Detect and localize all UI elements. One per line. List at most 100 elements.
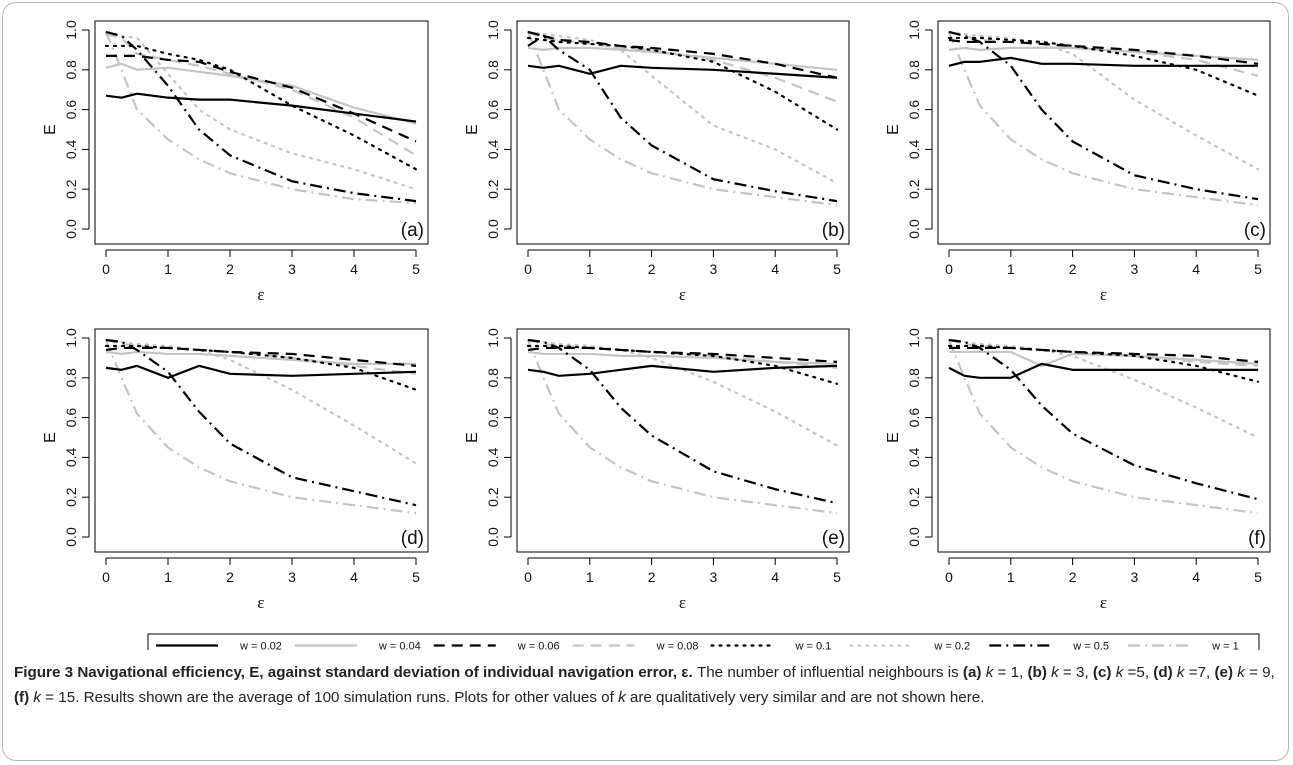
x-tick-label: 3 (710, 569, 718, 585)
y-axis-label: E (42, 432, 59, 443)
caption-intro: The number of influential neighbours is (696, 664, 959, 681)
caption-k-value: = 3, (1058, 664, 1093, 681)
series-line (948, 338, 1259, 501)
x-tick-label: 0 (945, 569, 953, 585)
chart-panel: 0 1 2 3 4 5 ε 0.0 0.2 0.4 0.6 0.8 1.0 E (a) (42, 20, 429, 304)
y-tick-label: 1.0 (906, 328, 922, 348)
legend-label: w = 0.04 (378, 641, 421, 651)
series-line (527, 346, 838, 363)
x-tick-label: 4 (1192, 261, 1200, 277)
series-line (527, 364, 838, 377)
caption-panel-letter: (b) (1027, 664, 1052, 681)
series-line (948, 56, 1258, 67)
caption-panel-letter: (a) (962, 664, 986, 681)
y-tick-label: 0.8 (63, 368, 79, 388)
y-axis-label: E (464, 124, 481, 135)
series-line (947, 31, 1259, 207)
x-tick-label: 2 (648, 261, 656, 277)
series-line (105, 62, 417, 125)
series-line (104, 44, 418, 171)
series-line (104, 31, 417, 205)
x-tick-label: 5 (1254, 261, 1262, 277)
x-tick-label: 5 (412, 261, 420, 277)
y-tick-label: 0.4 (63, 447, 79, 467)
panel-label: (b) (822, 220, 845, 241)
legend-label: w = 0.06 (517, 641, 560, 651)
y-tick-label: 0.4 (906, 447, 922, 467)
x-tick-label: 4 (1192, 569, 1200, 585)
series-line (948, 30, 1259, 201)
x-tick-label: 5 (412, 569, 420, 585)
caption-rest-k: k (618, 689, 626, 706)
x-tick-label: 3 (288, 261, 296, 277)
figure-title: Navigational efficiency, E, against stan… (77, 664, 692, 681)
x-tick-label: 2 (1069, 569, 1077, 585)
y-tick-label: 0.2 (485, 487, 501, 507)
panel-label: (c) (1244, 220, 1266, 241)
y-tick-label: 0.8 (485, 60, 501, 80)
series-line (527, 46, 838, 71)
series-line (526, 30, 839, 185)
series-line (947, 339, 1259, 515)
series-line (104, 32, 418, 191)
caption-rest: Results shown are the average of 100 sim… (83, 689, 614, 706)
x-tick-label: 2 (648, 569, 656, 585)
x-tick-label: 1 (164, 261, 172, 277)
y-tick-label: 0.6 (63, 408, 79, 428)
series-line (948, 38, 1259, 65)
y-tick-label: 0.2 (63, 179, 79, 199)
x-tick-label: 1 (586, 261, 594, 277)
caption-panel-letter: (d) (1153, 664, 1177, 681)
y-tick-label: 1.0 (485, 328, 501, 348)
plot-frame (516, 20, 850, 245)
y-tick-label: 0.8 (906, 60, 922, 80)
x-tick-label: 0 (945, 261, 953, 277)
caption-k-symbol: k (1051, 664, 1059, 681)
series-line (527, 30, 838, 203)
series-line (105, 364, 417, 379)
x-tick-label: 1 (164, 569, 172, 585)
series-line (105, 30, 417, 203)
x-tick-label: 2 (226, 261, 234, 277)
legend-label: w = 0.08 (656, 641, 699, 651)
y-tick-label: 1.0 (63, 20, 79, 40)
x-tick-label: 1 (1007, 569, 1015, 585)
y-tick-label: 0.0 (906, 219, 922, 239)
legend-label: w = 1 (1211, 641, 1239, 651)
x-tick-label: 0 (102, 261, 110, 277)
series-line (949, 346, 1259, 363)
y-axis-label: E (464, 432, 481, 443)
figure-chart-area: 0 1 2 3 4 5ε0.00.20.40.60.81.0E(a)0 1 2 3 4 5ε0.00… (42, 20, 1271, 651)
y-axis-label: E (42, 124, 59, 135)
series-line (526, 344, 839, 385)
x-tick-label: 4 (350, 569, 358, 585)
x-tick-label: 0 (102, 569, 110, 585)
x-tick-label: 5 (1254, 569, 1262, 585)
x-axis-label: ε (1100, 593, 1107, 612)
plot-frame (937, 20, 1271, 245)
y-tick-label: 0.0 (485, 219, 501, 239)
series-line (105, 350, 416, 365)
x-tick-label: 1 (586, 569, 594, 585)
y-tick-label: 1.0 (906, 20, 922, 40)
caption-panel-letter: (c) (1092, 664, 1116, 681)
caption-panel-list: (a) k = 1, (b) k = 3, (c) k =5, (d) k =7… (14, 664, 1275, 706)
y-tick-label: 0.8 (906, 368, 922, 388)
series-line (526, 31, 838, 207)
caption-k-symbol: k (33, 689, 41, 706)
caption-k-value: = 15. (41, 689, 80, 706)
y-tick-label: 0.8 (63, 60, 79, 80)
series-line (526, 339, 838, 515)
caption-panel-letter: (f) (14, 689, 34, 706)
x-tick-label: 5 (833, 569, 841, 585)
series-line (106, 54, 417, 143)
y-tick-label: 0.4 (906, 139, 922, 159)
legend-box (147, 633, 1260, 650)
legend-label: w = 0.5 (1072, 641, 1109, 651)
y-tick-label: 0.2 (906, 487, 922, 507)
y-tick-label: 1.0 (485, 20, 501, 40)
caption-k-value: = 9, (1244, 664, 1275, 681)
plot-frame (94, 328, 429, 553)
series-line (948, 46, 1259, 61)
legend-label: w = 0.1 (795, 641, 832, 651)
